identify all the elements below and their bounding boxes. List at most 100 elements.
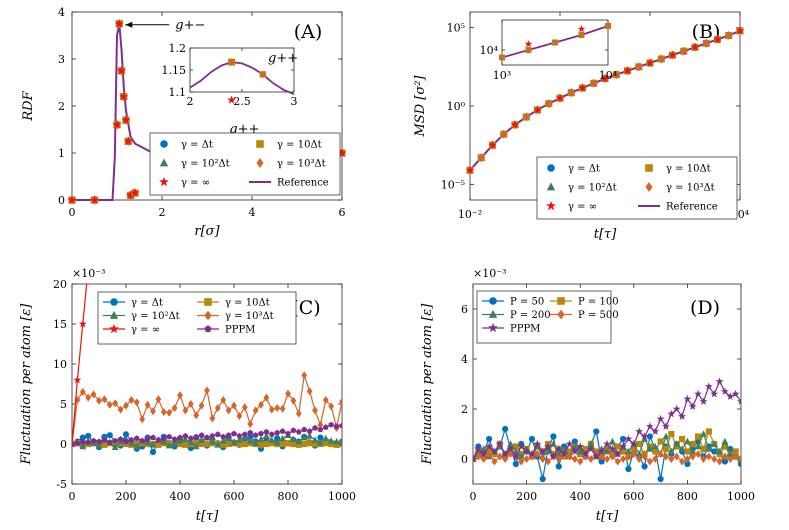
legend-marker bbox=[256, 140, 264, 148]
y-multiplier: ×10⁻³ bbox=[72, 267, 105, 280]
inset-x-tick-label: 10⁴ bbox=[599, 69, 618, 82]
series-point bbox=[123, 401, 129, 410]
series-point bbox=[545, 457, 551, 466]
series-point bbox=[571, 442, 579, 450]
series-point bbox=[338, 438, 342, 446]
series-point bbox=[619, 442, 628, 450]
series-point bbox=[502, 425, 509, 433]
series-point bbox=[721, 437, 729, 445]
series-point bbox=[149, 441, 157, 448]
series-point bbox=[700, 430, 707, 437]
inset-point bbox=[260, 70, 266, 78]
series-point bbox=[241, 440, 248, 448]
series-point bbox=[501, 449, 510, 458]
series-point bbox=[285, 389, 291, 398]
series-point bbox=[700, 445, 707, 453]
inset-curve bbox=[189, 61, 295, 96]
series-point bbox=[715, 377, 724, 385]
series-point bbox=[571, 455, 578, 463]
series-point bbox=[301, 440, 308, 448]
y-tick-label: -5 bbox=[56, 478, 67, 491]
series-point bbox=[252, 406, 259, 415]
series-point bbox=[684, 455, 691, 463]
y-tick-label: 15 bbox=[53, 318, 67, 331]
series-point bbox=[322, 434, 330, 442]
series-point bbox=[597, 447, 606, 455]
series-point bbox=[150, 434, 156, 441]
legend-label: γ = 10²Δt bbox=[181, 159, 230, 170]
series-point bbox=[96, 396, 102, 405]
series-point bbox=[732, 452, 739, 461]
series-point bbox=[290, 396, 297, 405]
data-point bbox=[567, 88, 575, 98]
y-axis-label: RDF bbox=[21, 90, 36, 121]
series-point bbox=[290, 440, 297, 448]
series-point bbox=[285, 430, 291, 437]
series-point bbox=[496, 452, 503, 461]
series-point bbox=[225, 440, 232, 448]
series-point bbox=[79, 388, 86, 396]
series-point bbox=[646, 433, 653, 440]
y-tick-label: 10 bbox=[53, 358, 67, 371]
series-point bbox=[123, 438, 129, 445]
x-tick-label: 600 bbox=[224, 490, 245, 503]
data-point-star bbox=[690, 42, 700, 51]
series-point bbox=[252, 432, 259, 438]
series-point bbox=[155, 441, 162, 448]
series-point bbox=[662, 445, 670, 453]
series-point bbox=[128, 439, 135, 446]
series-point bbox=[106, 439, 113, 445]
series-point bbox=[604, 455, 610, 463]
legend-label: γ = 10²Δt bbox=[131, 311, 180, 322]
data-point-star bbox=[555, 93, 565, 102]
series-point bbox=[609, 452, 616, 461]
series-point bbox=[317, 438, 324, 446]
data-point bbox=[612, 70, 620, 80]
series-point bbox=[684, 437, 691, 445]
series-point bbox=[657, 475, 664, 483]
series-point bbox=[241, 431, 248, 437]
series-point bbox=[598, 458, 605, 465]
series-point bbox=[101, 395, 108, 404]
arrowhead bbox=[125, 21, 133, 28]
series-point bbox=[555, 463, 562, 470]
series-point bbox=[122, 431, 130, 438]
series-point bbox=[236, 412, 243, 420]
inset-x-tick-label: 3 bbox=[291, 95, 298, 108]
series-point bbox=[139, 415, 146, 424]
legend-label: γ = Δt bbox=[131, 298, 163, 309]
series-point bbox=[177, 391, 183, 400]
series-point bbox=[219, 437, 227, 444]
series-point bbox=[247, 420, 254, 428]
data-point-star bbox=[465, 165, 475, 174]
series-point bbox=[193, 411, 200, 420]
series-point bbox=[663, 452, 669, 461]
inset-point bbox=[579, 31, 584, 39]
series-point bbox=[511, 452, 520, 460]
series-point bbox=[554, 444, 563, 453]
series-point bbox=[716, 447, 723, 455]
series-point bbox=[198, 401, 205, 410]
inset-y-tick-label: 1.2 bbox=[169, 42, 187, 55]
inset-y-tick-label: 1.15 bbox=[162, 64, 187, 77]
series-point bbox=[710, 389, 719, 398]
data-point-star bbox=[121, 115, 131, 124]
x-tick-label: 1000 bbox=[727, 490, 755, 503]
series-point bbox=[571, 438, 578, 445]
x-axis-label: r[σ] bbox=[194, 224, 220, 239]
series-point bbox=[74, 440, 81, 446]
series-point bbox=[268, 436, 276, 443]
inset-label: g++ bbox=[268, 51, 298, 66]
series-point bbox=[133, 435, 140, 441]
x-tick-label: 1000 bbox=[328, 490, 356, 503]
series-point bbox=[528, 449, 536, 458]
legend-label: P = 100 bbox=[578, 297, 619, 308]
series-point bbox=[295, 441, 302, 448]
series-point bbox=[160, 408, 167, 416]
series-point bbox=[678, 445, 686, 452]
series-point bbox=[198, 436, 205, 443]
series-point bbox=[333, 441, 340, 448]
panel-label: (B) bbox=[692, 21, 721, 43]
series-point bbox=[662, 422, 670, 430]
series-point bbox=[171, 404, 178, 412]
